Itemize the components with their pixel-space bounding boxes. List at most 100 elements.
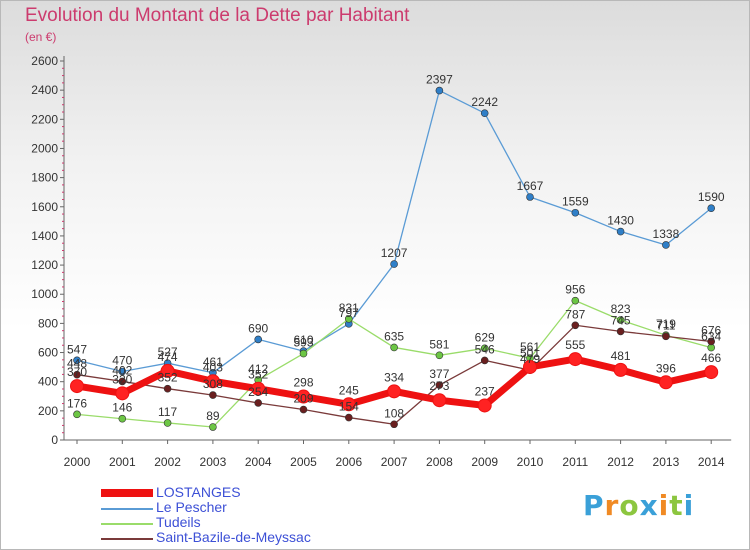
data-point-tudeils: [209, 423, 217, 431]
x-tick-label: 2008: [426, 455, 453, 469]
data-point-le-pescher: [526, 193, 534, 201]
data-label-lostanges: 370: [67, 365, 87, 379]
data-label-saint-bazile-de-meyssac: 209: [293, 392, 313, 406]
data-point-tudeils: [616, 316, 625, 324]
data-point-le-pescher: [662, 241, 670, 249]
data-label-saint-bazile-de-meyssac: 377: [429, 367, 449, 381]
y-tick-label: 400: [38, 375, 58, 389]
data-point-saint-bazile-de-meyssac: [118, 377, 127, 386]
data-label-tudeils: 117: [158, 405, 177, 419]
data-point-saint-bazile-de-meyssac: [480, 356, 489, 365]
data-point-lostanges: [70, 379, 84, 394]
proxiti-logo: Proxiti: [583, 489, 694, 522]
logo-letter: x: [639, 489, 659, 522]
x-tick-label: 2005: [290, 455, 317, 469]
data-point-lostanges: [568, 352, 583, 367]
data-label-tudeils: 831: [339, 301, 359, 315]
data-point-saint-bazile-de-meyssac: [344, 413, 353, 422]
data-label-le-pescher: 1207: [381, 246, 408, 260]
data-label-tudeils: 581: [429, 337, 449, 351]
data-label-tudeils: 89: [206, 409, 220, 423]
data-point-le-pescher: [707, 204, 716, 213]
data-label-tudeils: 176: [67, 396, 87, 410]
y-tick-label: 2200: [31, 112, 58, 126]
x-tick-label: 2004: [245, 455, 272, 469]
legend-label-le-pescher: Le Pescher: [156, 499, 227, 515]
data-label-lostanges: 481: [611, 349, 631, 363]
data-label-saint-bazile-de-meyssac: 108: [384, 406, 404, 420]
data-point-saint-bazile-de-meyssac: [209, 391, 217, 399]
data-point-saint-bazile-de-meyssac: [390, 420, 398, 429]
data-point-tudeils: [118, 414, 127, 423]
data-point-lostanges: [658, 375, 673, 390]
data-label-le-pescher: 2242: [471, 95, 498, 109]
data-point-tudeils: [73, 410, 81, 419]
data-label-le-pescher: 610: [293, 333, 313, 347]
logo-letter: P: [583, 489, 605, 522]
data-point-saint-bazile-de-meyssac: [571, 321, 580, 330]
x-tick-label: 2012: [607, 455, 634, 469]
data-point-le-pescher: [616, 227, 625, 236]
data-label-lostanges: 237: [475, 384, 495, 398]
data-point-tudeils: [480, 344, 489, 353]
data-point-le-pescher: [390, 260, 398, 268]
y-tick-label: 800: [38, 316, 58, 330]
data-point-tudeils: [344, 315, 353, 323]
data-label-le-pescher: 690: [248, 321, 268, 335]
legend-label-lostanges: LOSTANGES: [156, 484, 241, 500]
y-tick-label: 600: [38, 346, 58, 360]
data-point-tudeils: [435, 351, 444, 360]
data-label-saint-bazile-de-meyssac: 711: [656, 318, 675, 332]
data-label-tudeils: 146: [112, 401, 132, 415]
data-label-tudeils: 823: [611, 302, 631, 316]
data-point-saint-bazile-de-meyssac: [616, 327, 625, 336]
y-tick-label: 1600: [31, 200, 58, 214]
data-label-le-pescher: 1590: [698, 190, 725, 204]
x-tick-label: 2002: [154, 455, 181, 469]
data-label-le-pescher: 470: [112, 353, 132, 367]
data-point-lostanges: [251, 381, 266, 396]
data-point-le-pescher: [254, 335, 263, 344]
data-label-tudeils: 593: [293, 336, 313, 350]
data-point-lostanges: [704, 365, 719, 380]
data-label-le-pescher: 547: [67, 342, 87, 356]
data-point-saint-bazile-de-meyssac: [435, 381, 444, 389]
x-tick-label: 2011: [562, 455, 588, 469]
logo-letter: o: [619, 489, 640, 522]
data-point-saint-bazile-de-meyssac: [707, 337, 716, 346]
data-label-le-pescher: 1430: [607, 214, 634, 228]
data-label-le-pescher: 461: [203, 355, 223, 369]
legend-label-saint-bazile-de-meyssac: Saint-Bazile-de-Meyssac: [156, 529, 311, 545]
legend-swatch-le-pescher: [101, 508, 153, 510]
data-label-lostanges: 320: [112, 372, 132, 386]
data-label-saint-bazile-de-meyssac: 352: [158, 371, 178, 385]
data-point-saint-bazile-de-meyssac: [254, 399, 263, 407]
data-label-lostanges: 273: [429, 379, 449, 393]
data-point-tudeils: [299, 349, 308, 358]
data-label-lostanges: 501: [520, 346, 540, 360]
y-tick-label: 2600: [31, 54, 58, 68]
data-point-le-pescher: [118, 367, 127, 376]
data-point-le-pescher: [435, 86, 444, 95]
data-point-lostanges: [387, 384, 402, 399]
data-point-le-pescher: [73, 356, 81, 365]
data-label-lostanges: 466: [701, 351, 721, 365]
data-label-lostanges: 298: [293, 376, 313, 390]
data-label-lostanges: 396: [656, 361, 676, 375]
y-tick-label: 1800: [31, 171, 58, 185]
data-label-le-pescher: 2397: [426, 73, 453, 87]
data-point-lostanges: [613, 362, 628, 377]
y-tick-label: 2000: [31, 141, 58, 155]
logo-letter: r: [604, 489, 620, 522]
data-label-lostanges: 555: [565, 338, 585, 352]
logo-letter: t: [669, 489, 684, 522]
data-point-lostanges: [341, 397, 356, 412]
y-tick-label: 0: [51, 433, 58, 447]
y-tick-label: 1000: [31, 287, 58, 301]
data-label-saint-bazile-de-meyssac: 308: [203, 377, 223, 391]
data-point-lostanges: [205, 374, 220, 389]
data-point-lostanges: [115, 386, 130, 401]
data-label-saint-bazile-de-meyssac: 676: [701, 323, 721, 337]
data-label-saint-bazile-de-meyssac: 254: [248, 385, 268, 399]
